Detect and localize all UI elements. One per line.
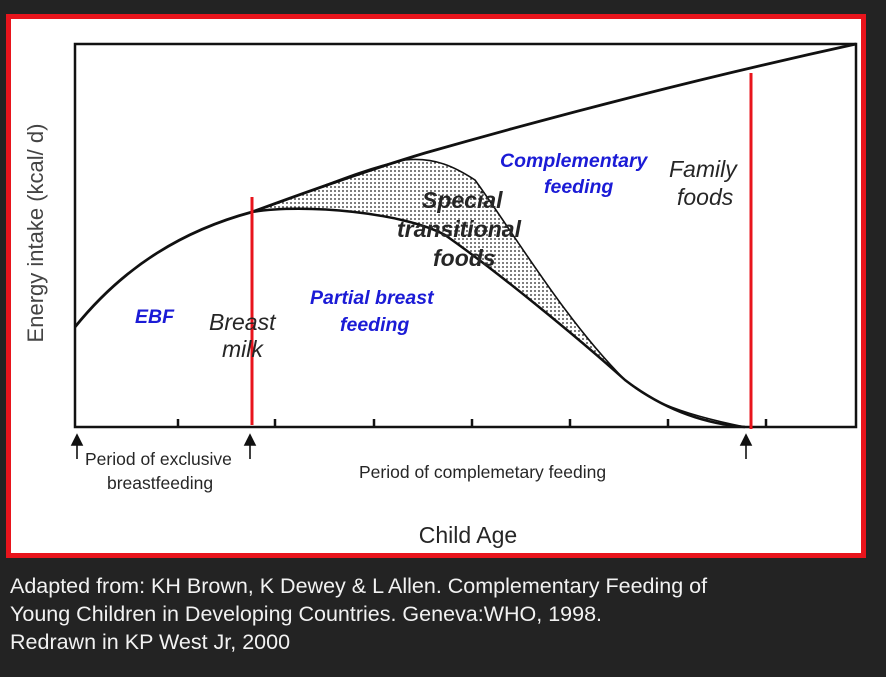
ebf-label: EBF <box>135 306 175 328</box>
complementary-period-label: Period of complemetary feeding <box>359 462 606 482</box>
breast-milk-label-line1: Breast <box>209 309 277 335</box>
energy-intake-diagram: Energy intake (kcal/ d) EBF Breast milk … <box>23 42 858 548</box>
arrow-up-icon <box>70 433 84 446</box>
special-foods-label-line3: foods <box>433 245 496 271</box>
special-foods-label-line1: Special <box>422 187 503 213</box>
caption-line-2: Young Children in Developing Countries. … <box>10 602 602 626</box>
caption-line-1: Adapted from: KH Brown, K Dewey & L Alle… <box>10 574 708 598</box>
partial-breast-feeding-label-line2: feeding <box>340 314 409 336</box>
source-caption: Adapted from: KH Brown, K Dewey & L Alle… <box>10 572 707 656</box>
arrow-up-icon <box>243 433 257 446</box>
exclusive-period-label-line1: Period of exclusive <box>85 449 232 469</box>
y-axis-label: Energy intake (kcal/ d) <box>23 124 48 343</box>
breast-milk-label-line2: milk <box>222 336 264 362</box>
caption-line-3: Redrawn in KP West Jr, 2000 <box>10 630 291 654</box>
family-foods-label-line2: foods <box>677 184 734 210</box>
complementary-feeding-label-line1: Complementary <box>500 150 649 172</box>
exclusive-period-label-line2: breastfeeding <box>107 473 213 493</box>
breast-milk-curve <box>251 207 746 429</box>
arrow-up-icon <box>739 433 753 446</box>
plot-box <box>73 42 858 429</box>
period-arrows <box>70 433 753 459</box>
x-axis-ticks <box>176 419 768 427</box>
special-foods-label-line2: transitional <box>397 216 522 242</box>
complementary-feeding-label-line2: feeding <box>544 176 613 198</box>
partial-breast-feeding-label-line1: Partial breast <box>310 287 435 309</box>
x-axis-label: Child Age <box>419 522 517 548</box>
family-foods-label-line1: Family <box>669 156 738 182</box>
slide-frame: Energy intake (kcal/ d) EBF Breast milk … <box>6 14 866 558</box>
